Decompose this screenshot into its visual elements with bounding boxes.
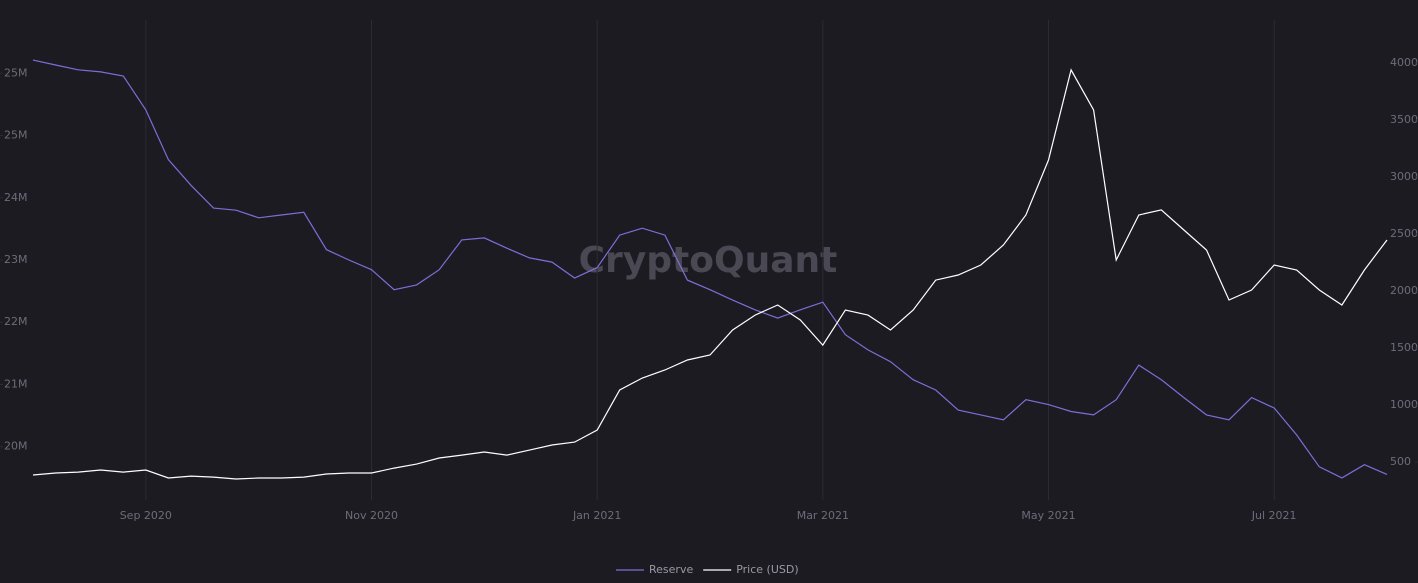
x-tick-label: Sep 2020 [120,509,172,522]
y-tick-label: 23M [4,253,28,266]
y2-tick-label: 500 [1390,455,1411,468]
y-tick-label: 24M [4,191,28,204]
legend-label: Reserve [649,563,693,576]
y2-tick-label: 2000 [1390,284,1418,297]
y-tick-label: 22M [4,315,28,328]
x-tick-label: Mar 2021 [797,509,849,522]
y-tick-label: 21M [4,377,28,390]
y-tick-label: 25M [4,129,28,142]
series-line [32,59,1388,479]
legend-label: Price (USD) [736,563,798,576]
x-tick-label: Jan 2021 [572,509,621,522]
watermark: CryptoQuant [579,240,838,281]
series-line [32,68,1388,480]
y2-tick-label: 1000 [1390,398,1418,411]
y2-tick-label: 1500 [1390,341,1418,354]
y2-tick-label: 2500 [1390,227,1418,240]
y2-tick-label: 3000 [1390,170,1418,183]
y2-tick-label: 4000 [1390,56,1418,69]
y2-tick-label: 3500 [1390,113,1418,126]
x-tick-label: Jul 2021 [1251,509,1297,522]
y-tick-label: 20M [4,440,28,453]
y-tick-label: 25M [4,66,28,79]
x-tick-label: Nov 2020 [345,509,398,522]
x-tick-label: May 2021 [1021,509,1075,522]
